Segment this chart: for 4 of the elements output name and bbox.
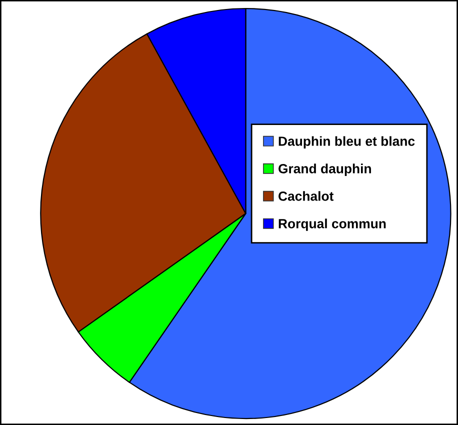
legend-label: Cachalot — [278, 191, 334, 201]
legend-label: Dauphin bleu et blanc — [278, 136, 415, 149]
legend-label: Grand dauphin — [278, 164, 371, 176]
legend-label: Rorqual commun — [278, 218, 386, 231]
